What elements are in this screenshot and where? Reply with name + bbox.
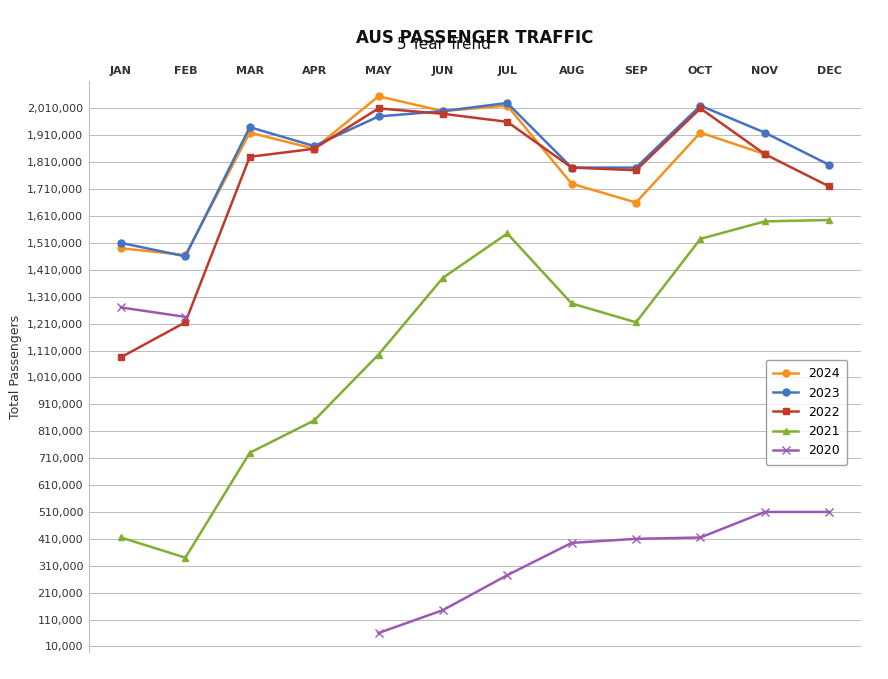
2023 [502,99,512,107]
2022 [695,105,706,113]
2023 [309,142,320,150]
2024 [502,102,512,110]
2022 [759,150,770,158]
2021 [824,216,835,224]
2024 [695,128,706,136]
2024 [115,244,126,253]
2021 [759,217,770,225]
2023 [180,253,191,261]
2023 [567,164,577,172]
Y-axis label: Total Passengers: Total Passengers [9,314,21,419]
2021 [630,318,641,327]
2024 [244,128,255,136]
Line: 2022: 2022 [117,105,833,361]
2020 [630,535,641,543]
2022 [824,183,835,191]
2022 [115,353,126,361]
2023 [115,239,126,247]
2020 [695,534,706,542]
Title: AUS PASSENGER TRAFFIC: AUS PASSENGER TRAFFIC [356,29,594,47]
2020 [567,539,577,547]
2023 [695,102,706,110]
2022 [567,164,577,172]
2020 [438,606,448,614]
Line: 2020: 2020 [375,508,833,637]
2022 [438,110,448,118]
2024 [759,150,770,158]
Text: 5 Year Trend: 5 Year Trend [397,37,491,52]
2022 [180,318,191,327]
2022 [630,166,641,175]
2020 [373,629,384,637]
Legend: 2024, 2023, 2022, 2021, 2020: 2024, 2023, 2022, 2021, 2020 [765,360,847,465]
2021 [373,350,384,359]
Line: 2021: 2021 [117,217,833,561]
2022 [309,145,320,153]
2024 [567,180,577,188]
2021 [438,274,448,282]
2023 [824,161,835,169]
2020 [759,508,770,516]
2024 [180,251,191,259]
Line: 2024: 2024 [117,93,768,259]
2024 [630,198,641,206]
2023 [244,123,255,131]
Line: 2023: 2023 [117,100,833,260]
2024 [438,107,448,115]
2021 [115,534,126,542]
2020 [824,508,835,516]
2021 [180,553,191,562]
2024 [373,92,384,100]
2022 [244,153,255,161]
2024 [309,145,320,153]
2023 [630,164,641,172]
2023 [373,113,384,121]
2023 [759,128,770,136]
2021 [695,235,706,243]
2021 [309,416,320,424]
2021 [567,299,577,308]
2021 [244,449,255,457]
2022 [373,105,384,113]
2021 [502,230,512,238]
2023 [438,107,448,115]
2020 [502,571,512,579]
2022 [502,117,512,126]
